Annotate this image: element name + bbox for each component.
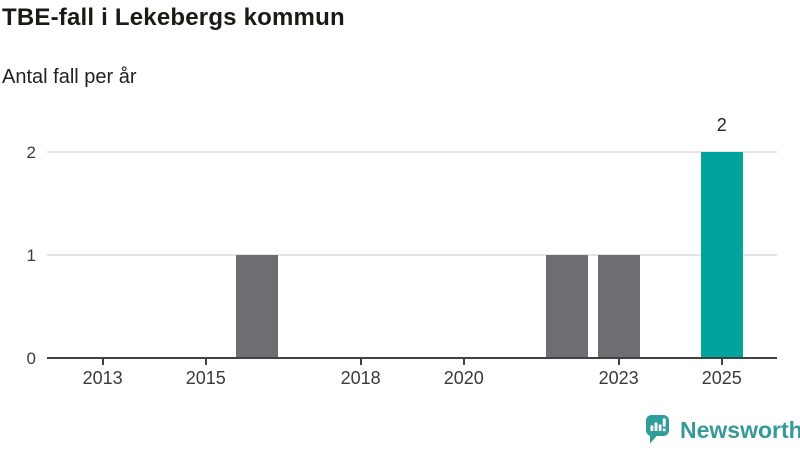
chart-title: TBE-fall i Lekebergs kommun bbox=[2, 4, 345, 31]
chart-subtitle: Antal fall per år bbox=[2, 66, 137, 88]
x-axis-tick-label-2015: 2015 bbox=[185, 368, 226, 388]
x-axis-line bbox=[47, 357, 777, 359]
x-axis-tick-label-2025: 2025 bbox=[701, 368, 742, 388]
x-axis-tick-label-2013: 2013 bbox=[82, 368, 123, 388]
x-axis-tick-label-2020: 2020 bbox=[443, 368, 484, 388]
x-axis-tick-2020 bbox=[462, 359, 465, 365]
gridline-y-1 bbox=[47, 254, 777, 256]
brand-name[interactable]: Newsworthy bbox=[680, 417, 800, 443]
brand-footer: Newsworthy bbox=[645, 414, 800, 447]
y-axis-tick-label: 1 bbox=[26, 246, 36, 265]
x-axis-tick-2018 bbox=[359, 359, 362, 365]
x-axis-tick-2023 bbox=[617, 359, 620, 365]
bar-2025 bbox=[700, 152, 743, 358]
x-axis-tick-2013 bbox=[101, 359, 104, 365]
x-axis-tick-label-2018: 2018 bbox=[340, 368, 381, 388]
y-axis-tick-label: 0 bbox=[26, 349, 36, 368]
bar-value-label-2025: 2 bbox=[716, 115, 727, 135]
bar-2022 bbox=[546, 255, 588, 358]
x-axis-tick-label-2023: 2023 bbox=[598, 368, 639, 388]
newsworthy-logo-icon bbox=[645, 414, 671, 450]
x-axis-tick-2015 bbox=[204, 359, 207, 365]
y-axis-tick-label: 2 bbox=[26, 143, 36, 162]
bar-2016 bbox=[236, 255, 279, 358]
x-axis-tick-2025 bbox=[720, 359, 723, 365]
gridline-y-2 bbox=[47, 151, 777, 153]
bar-2023 bbox=[597, 255, 640, 358]
